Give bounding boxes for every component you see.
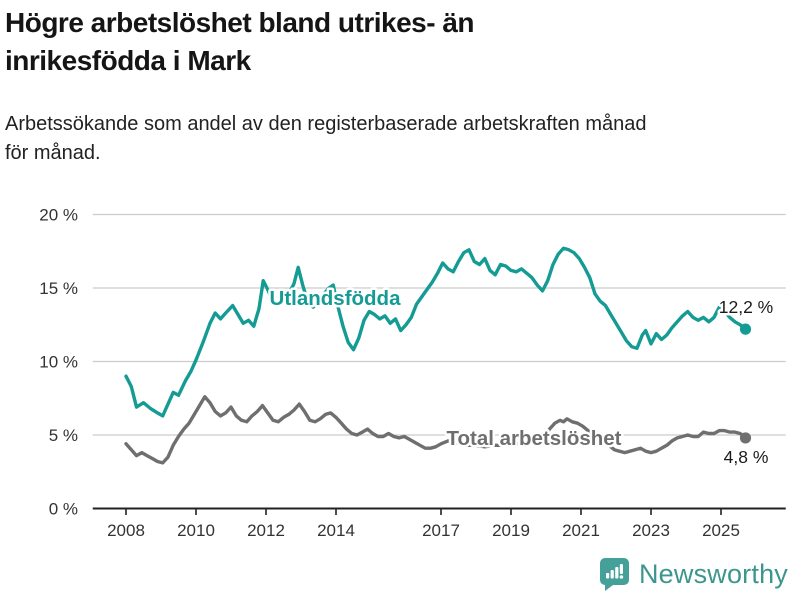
page-title: Högre arbetslöshet bland utrikes- än inr… [5, 7, 475, 76]
x-tick-label: 2010 [177, 521, 215, 540]
x-tick-label: 2014 [317, 521, 355, 540]
series-line-0 [124, 395, 748, 465]
series-label-0: Total arbetslöshet [446, 427, 621, 450]
x-tick-label: 2025 [702, 521, 740, 540]
page-subtitle: Arbetssökande som andel av den registerb… [5, 113, 647, 164]
series-line-1 [124, 246, 748, 418]
series-end-dot-1 [739, 323, 752, 335]
series-label-1: Utlandsfödda [270, 287, 402, 310]
series-end-value-1: 12,2 % [719, 297, 773, 317]
x-tick-label: 2012 [247, 521, 285, 540]
newsworthy-wordmark: Newsworthy [638, 558, 788, 589]
x-tick-label: 2008 [107, 521, 145, 540]
series-end-value-0: 4,8 % [724, 447, 769, 467]
chart-svg: 0 % 5 % 10 % 15 % 20 % 2008 2010 2012 2014 2017 20… [39, 206, 786, 540]
series-end-dot-0 [739, 432, 752, 444]
y-tick-label: 10 % [39, 353, 78, 372]
x-tick-label: 2023 [632, 521, 670, 540]
y-tick-label: 0 % [49, 500, 78, 519]
newsworthy-icon [599, 558, 629, 591]
line-chart: 0 % 5 % 10 % 15 % 20 % 2008 2010 2012 2014 2017 20… [0, 190, 800, 550]
newsworthy-logo: Newsworthy [599, 557, 788, 591]
y-tick-label: 5 % [49, 426, 78, 445]
x-tick-label: 2017 [422, 521, 460, 540]
y-tick-label: 20 % [39, 206, 78, 225]
x-tick-label: 2021 [562, 521, 600, 540]
y-tick-label: 15 % [39, 279, 78, 298]
x-tick-label: 2019 [492, 521, 530, 540]
